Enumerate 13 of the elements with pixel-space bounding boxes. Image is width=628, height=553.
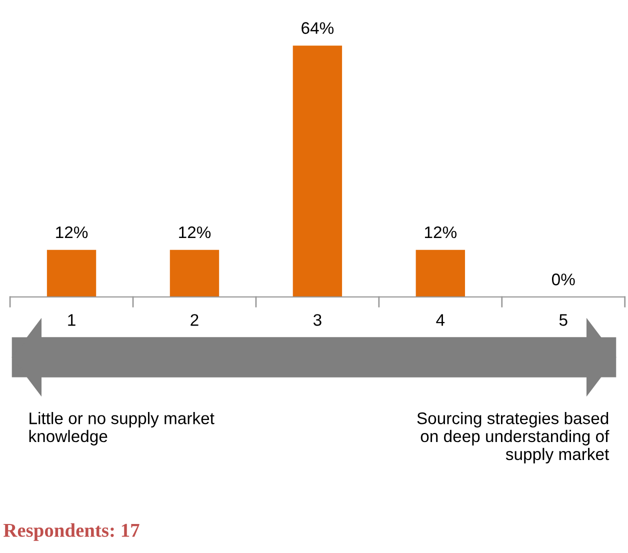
text: Sourcing strategies based on deep understanding of supply market: [417, 412, 610, 464]
x-tick-label: 3: [313, 314, 322, 326]
x-tick-label: 2: [190, 314, 198, 326]
data-label: 12%: [56, 226, 88, 238]
text: Respondents: 17: [3, 523, 140, 541]
x-tick-label: 5: [559, 314, 568, 326]
x-tick-label: 4: [436, 314, 445, 326]
data-label: 64%: [302, 22, 334, 34]
data-label: 0%: [552, 274, 575, 286]
text: Little or no supply market knowledge: [29, 412, 214, 446]
data-label: 12%: [425, 226, 457, 238]
x-tick-label: 1: [68, 314, 76, 326]
data-label: 12%: [179, 226, 211, 238]
